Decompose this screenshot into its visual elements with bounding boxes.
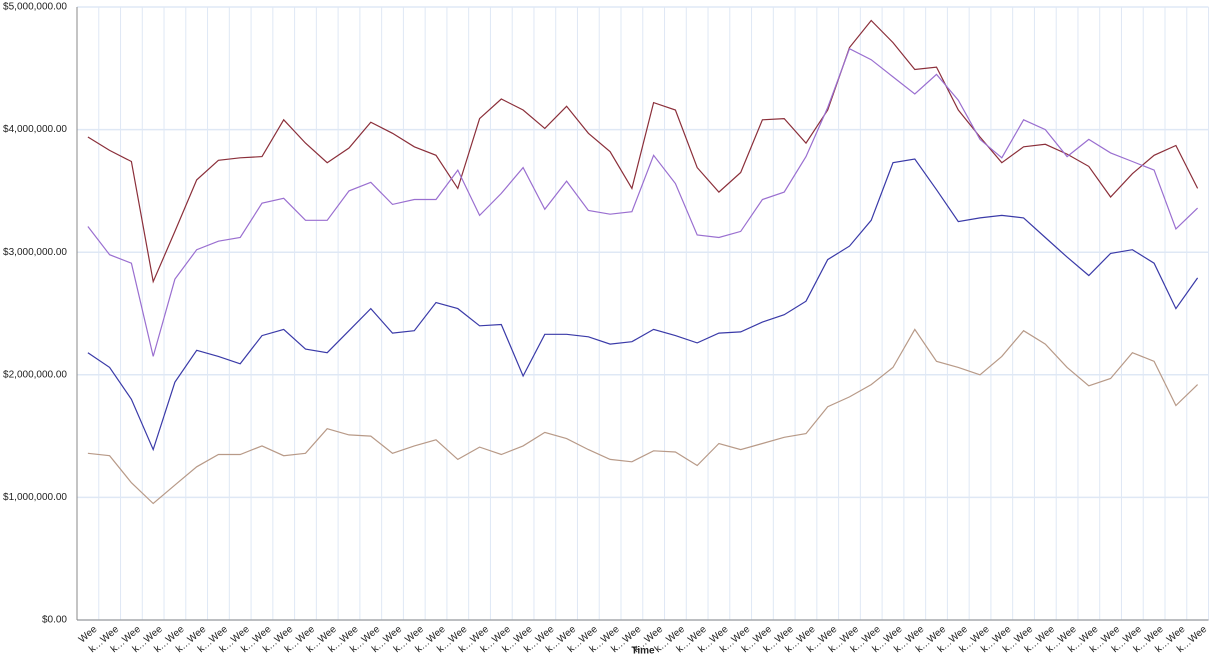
y-tick-label: $5,000,000.00 <box>3 2 67 13</box>
series-line <box>87 328 1199 505</box>
y-tick-label: $4,000,000.00 <box>3 124 67 135</box>
y-tick-label: $0.00 <box>42 615 67 626</box>
y-tick-label: $3,000,000.00 <box>3 247 67 258</box>
series-line <box>87 19 1199 284</box>
y-tick-label: $2,000,000.00 <box>3 369 67 380</box>
series-line <box>87 47 1199 357</box>
y-tick-label: $1,000,000.00 <box>3 492 67 503</box>
x-axis-title: Time <box>631 646 655 657</box>
series-line <box>87 158 1199 452</box>
